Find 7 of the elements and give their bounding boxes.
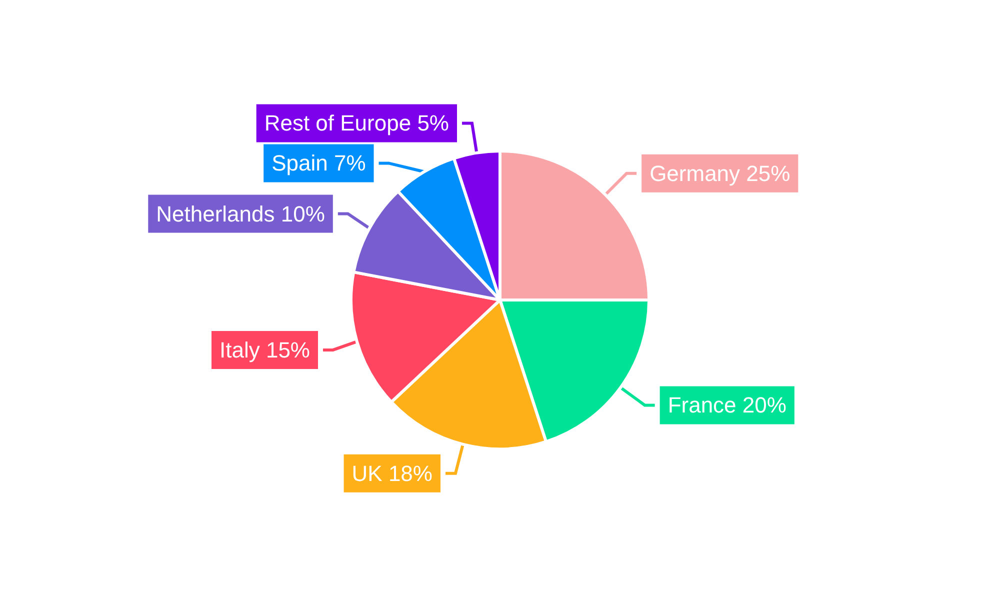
slice-label: UK 18% — [352, 460, 432, 486]
slice-label: France 20% — [668, 392, 786, 418]
slice-label: Spain 7% — [272, 150, 366, 176]
slice-label: Germany 25% — [650, 160, 790, 186]
slice-label: Italy 15% — [219, 337, 310, 362]
slice-label: Rest of Europe 5% — [264, 110, 449, 136]
slice-label: Netherlands 10% — [156, 201, 325, 226]
